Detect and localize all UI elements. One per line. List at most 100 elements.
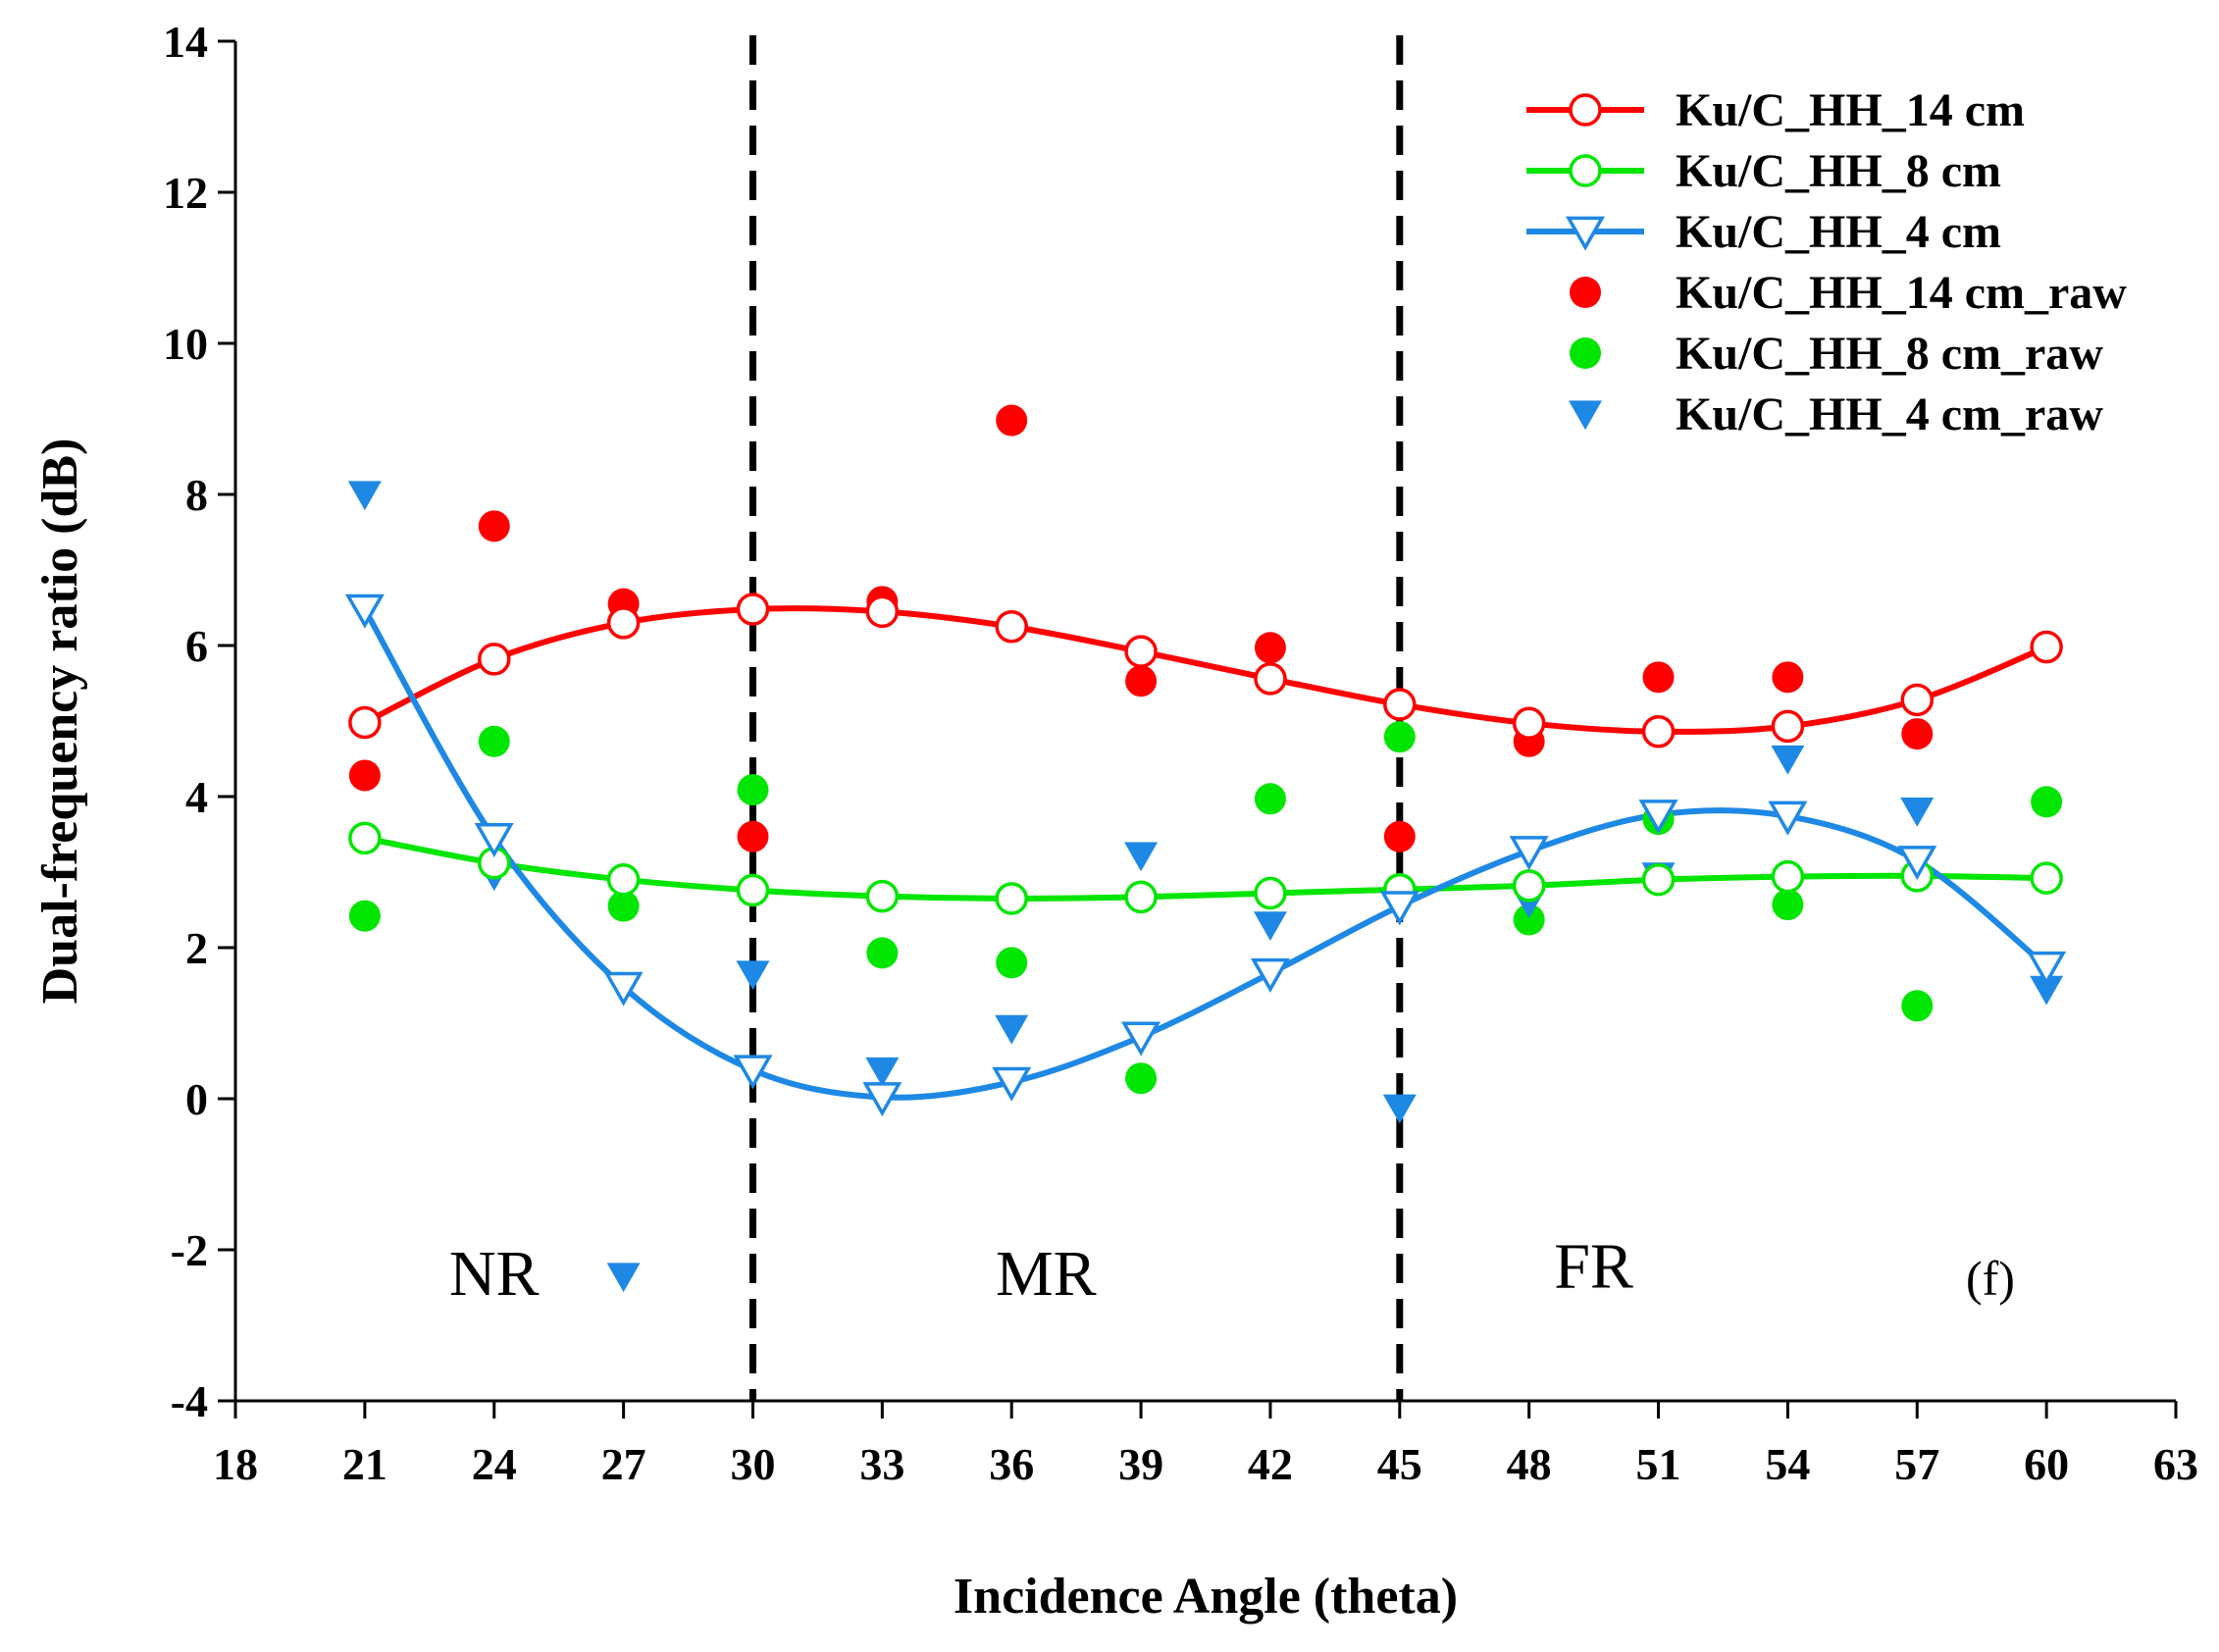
data-point-series-1 <box>348 821 382 855</box>
data-point-series-0 <box>995 610 1028 644</box>
annotations: NR MR FR (f) <box>449 1231 2015 1311</box>
x-tick-label: 63 <box>2153 1439 2198 1489</box>
data-point-series-2 <box>1250 957 1290 993</box>
data-point-series-4 <box>1772 889 1804 921</box>
panel-label: (f) <box>1966 1251 2015 1306</box>
legend: Ku/C_HH_14 cm Ku/C_HH_8 cm Ku/C_HH_4 cm Ku/… <box>1526 84 2127 440</box>
data-point-series-0 <box>1383 688 1417 721</box>
axes: 18 21 24 27 30 33 36 39 42 45 48 51 54 57 60 63-4-20246… <box>32 17 2198 1625</box>
x-tick-label: 24 <box>472 1439 517 1489</box>
data-point-series-3 <box>478 510 510 542</box>
data-point-series-5 <box>736 960 770 991</box>
data-point-series-5 <box>347 481 382 511</box>
data-point-series-2 <box>1897 846 1937 881</box>
data-point-series-3 <box>996 404 1028 437</box>
legend-marker <box>1569 400 1602 431</box>
y-tick-label: 8 <box>185 470 208 520</box>
y-tick-label: 4 <box>185 772 208 822</box>
data-point-series-0 <box>1900 683 1935 717</box>
legend-label: Ku/C_HH_14 cm_raw <box>1676 267 2127 319</box>
y-tick-label: 12 <box>163 168 208 218</box>
data-point-series-0 <box>1641 715 1676 749</box>
x-tick-label: 45 <box>1377 1439 1422 1489</box>
data-point-series-5 <box>995 1014 1029 1045</box>
x-tick-label: 39 <box>1118 1439 1163 1489</box>
data-point-series-1 <box>1641 862 1676 897</box>
data-point-series-1 <box>606 862 641 897</box>
y-tick-label: -2 <box>171 1225 208 1275</box>
x-tick-label: 42 <box>1248 1439 1293 1489</box>
data-point-series-2 <box>733 1055 773 1090</box>
x-tick-label: 21 <box>342 1439 387 1489</box>
series-markers <box>344 404 2067 1293</box>
legend-marker <box>1570 277 1601 308</box>
data-point-series-1 <box>995 882 1028 915</box>
y-tick-label: 6 <box>185 621 208 671</box>
legend-marker <box>1565 216 1606 251</box>
data-point-series-2 <box>1379 891 1419 926</box>
data-point-series-2 <box>1509 836 1549 871</box>
data-point-series-1 <box>736 873 770 907</box>
y-tick-label: 2 <box>185 923 208 973</box>
data-point-series-5 <box>1253 911 1287 942</box>
data-point-series-4 <box>348 900 381 932</box>
region-label: MR <box>996 1238 1097 1310</box>
data-point-series-2 <box>2027 951 2067 986</box>
x-tick-label: 33 <box>859 1439 904 1489</box>
data-point-series-4 <box>1383 721 1416 753</box>
y-tick-label: -4 <box>171 1376 208 1426</box>
data-point-series-3 <box>1383 820 1416 852</box>
y-axis-title: Dual-frequency ratio (dB) <box>32 439 88 1005</box>
y-tick-label: 14 <box>163 17 208 67</box>
legend-label: Ku/C_HH_14 cm <box>1676 84 2025 136</box>
x-tick-label: 18 <box>213 1439 258 1489</box>
data-point-series-4 <box>996 947 1028 979</box>
data-point-series-5 <box>1900 798 1935 827</box>
x-tick-label: 51 <box>1636 1439 1681 1489</box>
data-point-series-2 <box>1638 800 1678 835</box>
x-tick-label: 60 <box>2024 1439 2069 1489</box>
data-point-series-2 <box>1768 800 1808 836</box>
data-point-series-0 <box>477 643 511 676</box>
x-tick-label: 30 <box>730 1439 775 1489</box>
data-point-series-1 <box>1512 869 1546 903</box>
data-point-series-0 <box>1771 709 1805 744</box>
data-point-series-3 <box>737 820 769 852</box>
data-point-series-3 <box>348 759 381 792</box>
x-tick-label: 27 <box>601 1439 646 1489</box>
legend-label: Ku/C_HH_4 cm_raw <box>1676 388 2103 440</box>
data-point-series-0 <box>606 606 641 640</box>
x-tick-label: 57 <box>1894 1439 1939 1489</box>
data-point-series-2 <box>603 971 644 1007</box>
data-point-series-0 <box>736 593 770 626</box>
data-point-series-0 <box>348 705 382 740</box>
data-point-series-0 <box>865 594 900 629</box>
region-label: FR <box>1554 1231 1633 1303</box>
data-point-series-5 <box>1124 842 1159 872</box>
data-point-series-5 <box>606 1263 641 1293</box>
legend-marker <box>1569 93 1602 127</box>
data-point-series-4 <box>1901 990 1934 1022</box>
data-point-series-4 <box>1513 903 1545 936</box>
data-point-series-3 <box>1125 665 1158 697</box>
data-point-series-5 <box>1382 1094 1417 1124</box>
data-point-series-1 <box>865 879 900 913</box>
data-point-series-4 <box>607 890 640 922</box>
data-point-series-2 <box>344 594 385 629</box>
legend-marker <box>1569 154 1602 187</box>
data-point-series-3 <box>1901 718 1934 750</box>
region-label: NR <box>449 1238 540 1310</box>
data-point-series-0 <box>1254 662 1287 696</box>
data-point-series-1 <box>1124 880 1158 914</box>
data-point-series-1 <box>1254 876 1287 910</box>
data-point-series-1 <box>2030 861 2063 895</box>
legend-label: Ku/C_HH_8 cm_raw <box>1676 328 2103 380</box>
series-line-2 <box>362 607 2049 1101</box>
region-dividers <box>748 35 1404 1401</box>
data-point-series-1 <box>1771 859 1805 894</box>
x-axis-title: Incidence Angle (theta) <box>954 1569 1458 1625</box>
data-point-series-5 <box>1771 745 1805 775</box>
x-tick-label: 48 <box>1507 1439 1552 1489</box>
data-point-series-5 <box>865 1057 900 1087</box>
data-point-series-0 <box>1512 706 1546 741</box>
